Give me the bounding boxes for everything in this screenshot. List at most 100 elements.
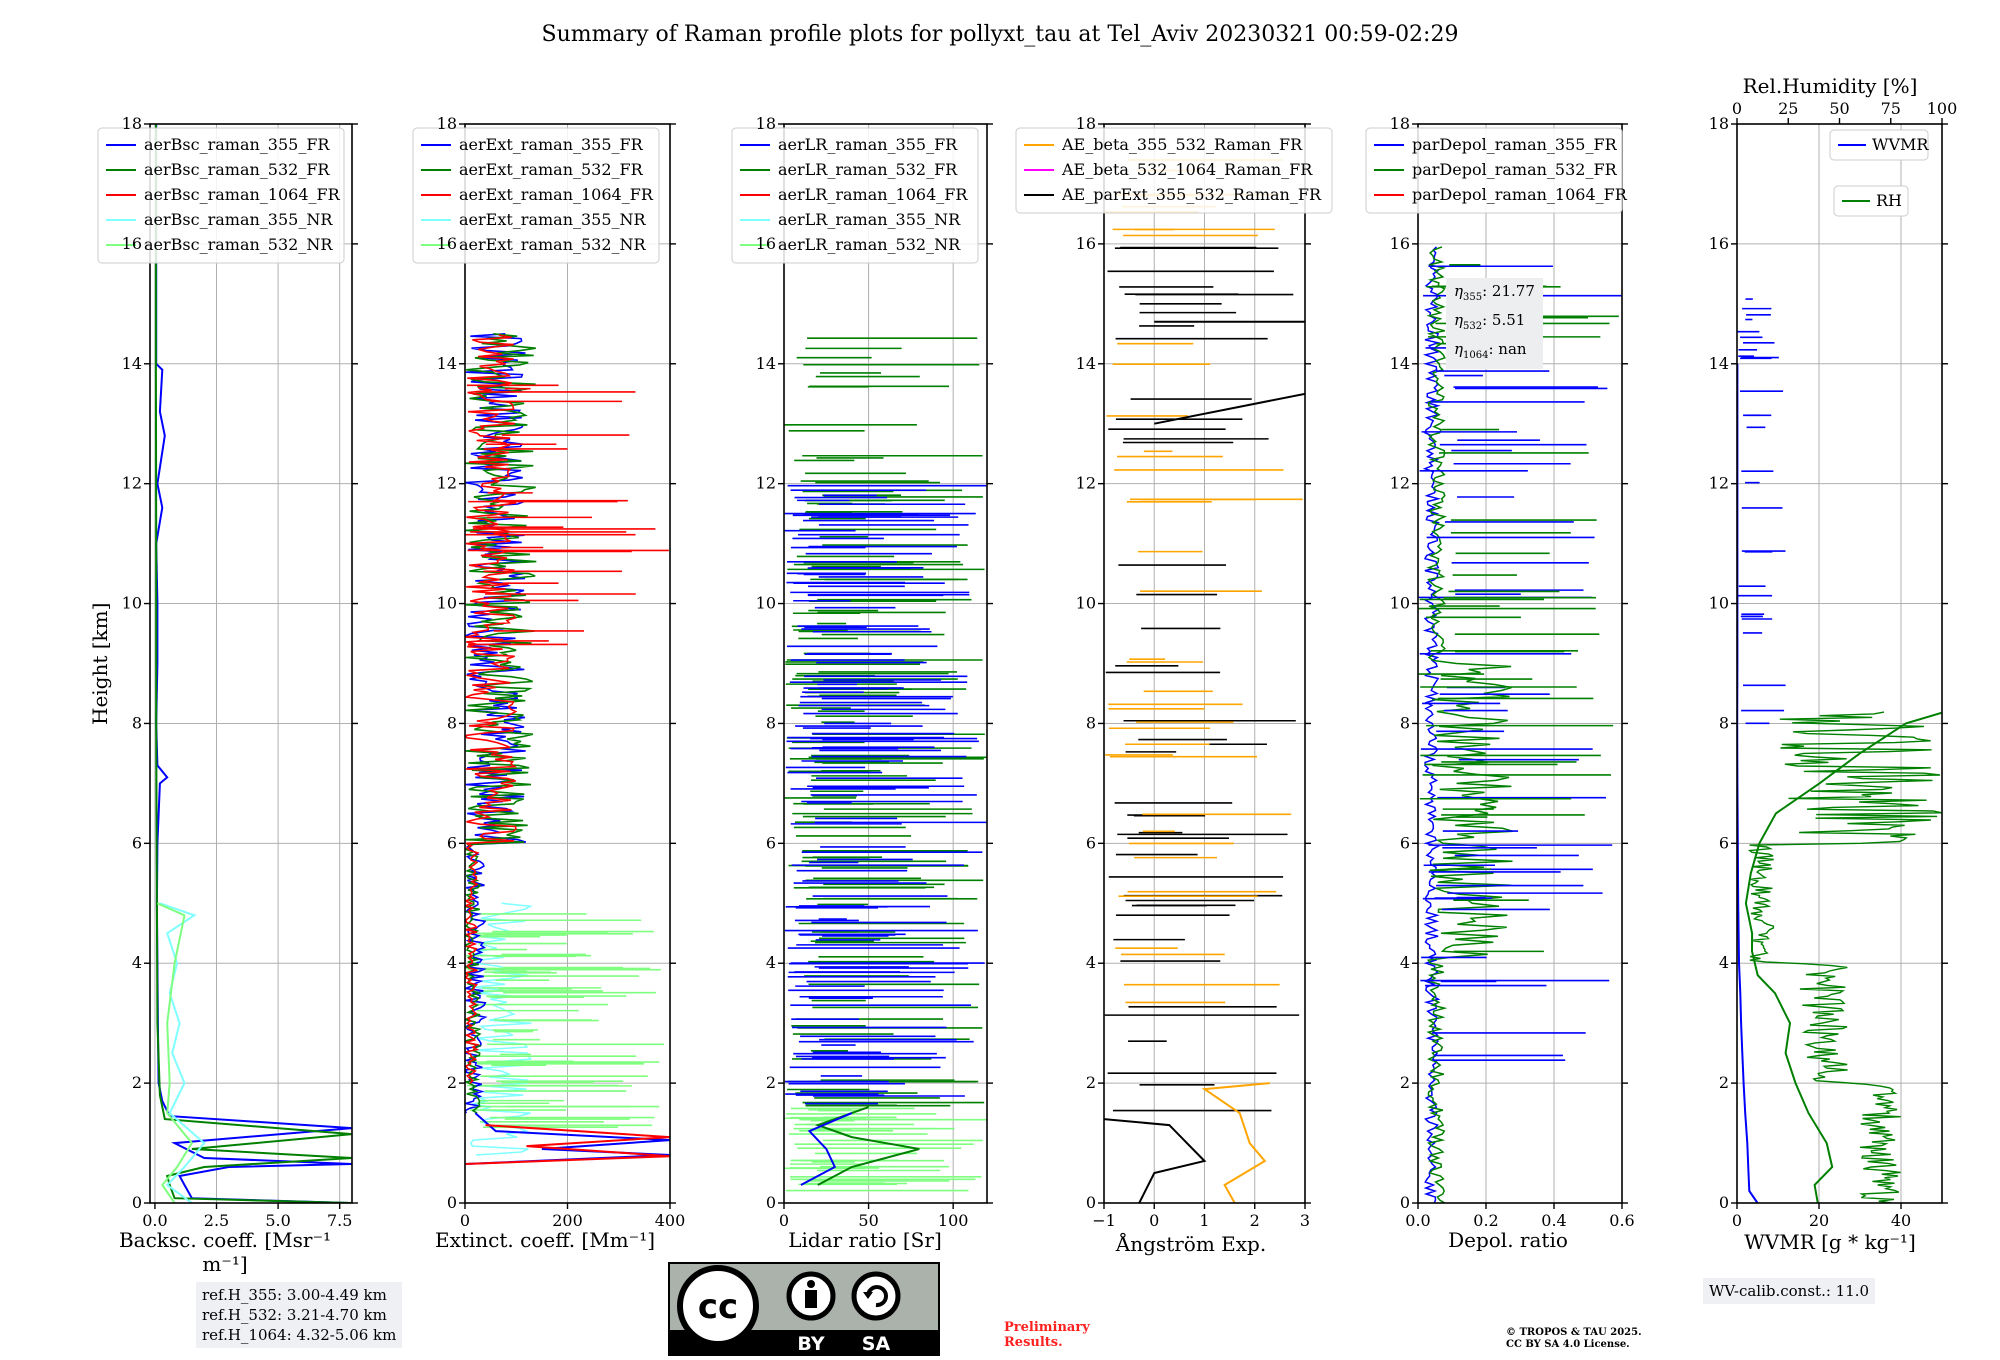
- y-tick-label: 14: [756, 354, 776, 373]
- legend-label: aerLR_raman_532_NR: [778, 235, 961, 254]
- ref-height-1064: ref.H_1064: 4.32-5.06 km: [202, 1326, 397, 1344]
- x-tick-label: 0: [779, 1211, 789, 1230]
- y-tick-label: 14: [1390, 354, 1410, 373]
- x-tick-label: 0.0: [142, 1211, 167, 1230]
- y-tick-label: 6: [766, 833, 776, 852]
- data-lines: [1737, 298, 1942, 1203]
- panel-5: [1365, 123, 1628, 1209]
- series-aerBsc_raman_532_FR: [154, 124, 352, 1203]
- legend-box: [1015, 127, 1333, 214]
- xlabel-extinction: Extinct. coeff. [Mm⁻¹]: [434, 1228, 656, 1252]
- panel-3: [731, 123, 993, 1209]
- x-tick-label: 0: [460, 1211, 470, 1230]
- y-tick-label: 10: [756, 594, 776, 613]
- y-tick-label: 8: [1719, 713, 1729, 732]
- xlabel-depol: Depol. ratio: [1448, 1228, 1568, 1252]
- y-tick-label: 0: [132, 1193, 142, 1212]
- y-tick-label: 6: [1086, 833, 1096, 852]
- svg-text:SA: SA: [862, 1333, 891, 1355]
- data-lines: [465, 333, 670, 1165]
- axes-frame: [149, 123, 353, 1204]
- cc-by-sa-badge: cc BY SA: [668, 1262, 940, 1356]
- y-tick-label: 2: [1400, 1073, 1410, 1092]
- series-aerBsc_raman_355_FR: [155, 124, 352, 1203]
- y-tick-label: 4: [447, 953, 457, 972]
- xlabel-angstrom: Ångström Exp.: [1115, 1232, 1267, 1256]
- ref-heights-box: ref.H_355: 3.00-4.49 km ref.H_532: 3.21-…: [196, 1282, 403, 1348]
- xlabel-lidar-ratio: Lidar ratio [Sr]: [788, 1228, 942, 1252]
- x-tick-label: 2.5: [204, 1211, 229, 1230]
- axes-frame: [783, 123, 988, 1204]
- top-x-tick-label: 25: [1778, 99, 1798, 118]
- y-tick-label: 0: [447, 1193, 457, 1212]
- legend-label: aerBsc_raman_1064_FR: [144, 185, 341, 204]
- legend-label: AE_parExt_355_532_Raman_FR: [1061, 185, 1322, 204]
- panel-4: [1015, 123, 1333, 1209]
- legend-label: AE_beta_532_1064_Raman_FR: [1061, 160, 1313, 179]
- y-tick-label: 12: [1709, 474, 1729, 493]
- y-tick-label: 12: [1390, 474, 1410, 493]
- y-tick-label: 16: [1709, 234, 1729, 253]
- legend-label: aerExt_raman_532_FR: [459, 160, 644, 179]
- legend-box-wvmr: [1829, 129, 1929, 161]
- legend-label: parDepol_raman_1064_FR: [1412, 185, 1628, 204]
- y-tick-label: 12: [437, 474, 457, 493]
- x-tick-label: 40: [1891, 1211, 1911, 1230]
- legend: [1015, 127, 1333, 214]
- y-tick-label: 10: [1709, 594, 1729, 613]
- axes-frame: [1736, 123, 1943, 1204]
- y-tick-label: 0: [1400, 1193, 1410, 1212]
- legend-label: aerBsc_raman_355_FR: [144, 135, 330, 154]
- x-tick-label: 0.2: [1473, 1211, 1498, 1230]
- x-tick-label: 100: [938, 1211, 969, 1230]
- y-tick-label: 14: [122, 354, 142, 373]
- x-tick-label: −1: [1092, 1211, 1116, 1230]
- legend-box: [412, 127, 660, 264]
- x-tick-label: 50: [858, 1211, 878, 1230]
- y-tick-label: 4: [766, 953, 776, 972]
- legend-box: [731, 127, 979, 264]
- y-tick-label: 14: [1709, 354, 1729, 373]
- y-tick-label: 8: [447, 713, 457, 732]
- eta-355: η355: 21.77: [1454, 282, 1535, 303]
- data-lines: [1104, 159, 1305, 1203]
- top-x-tick-label: 75: [1881, 99, 1901, 118]
- series-aerLR-low-355: [800, 1112, 853, 1186]
- x-tick-label: 20: [1809, 1211, 1829, 1230]
- legend-label: aerLR_raman_1064_FR: [778, 185, 968, 204]
- x-tick-label: 0: [1149, 1211, 1159, 1230]
- copyright-note: © TROPOS & TAU 2025. CC BY SA 4.0 Licens…: [1506, 1327, 1642, 1350]
- preliminary-results-note: Preliminary Results.: [1004, 1320, 1090, 1350]
- legend: [1365, 127, 1623, 214]
- y-tick-label: 16: [1076, 234, 1096, 253]
- y-tick-label: 10: [1390, 594, 1410, 613]
- y-tick-label: 12: [756, 474, 776, 493]
- y-tick-label: 4: [1086, 953, 1096, 972]
- depol-eta-box: η355: 21.77 η532: 5.51 η1064: nan: [1446, 278, 1543, 369]
- xlabel-wvmr: WVMR [g * kg⁻¹]: [1744, 1230, 1916, 1254]
- legend-label: parDepol_raman_355_FR: [1412, 135, 1618, 154]
- y-tick-label: 6: [132, 833, 142, 852]
- xlabel-rel-humidity: Rel.Humidity [%]: [1742, 74, 1918, 98]
- y-tick-label: 0: [1086, 1193, 1096, 1212]
- data-lines: [784, 337, 987, 1192]
- series-aerExt-low-1064: [465, 1124, 670, 1165]
- y-tick-label: 12: [1076, 474, 1096, 493]
- panel-6: [1731, 118, 1948, 1209]
- x-tick-label: 2: [1250, 1211, 1260, 1230]
- y-tick-label: 6: [447, 833, 457, 852]
- y-tick-label: 18: [1390, 114, 1410, 133]
- y-tick-label: 18: [122, 114, 142, 133]
- y-tick-label: 10: [122, 594, 142, 613]
- x-tick-label: 0: [1732, 1211, 1742, 1230]
- data-lines: [1418, 246, 1622, 1203]
- y-tick-label: 10: [437, 594, 457, 613]
- legend-label: aerBsc_raman_532_NR: [144, 235, 333, 254]
- axes-frame: [1417, 123, 1623, 1204]
- svg-text:cc: cc: [698, 1287, 738, 1327]
- legend: [97, 127, 345, 264]
- legend-label: aerLR_raman_355_FR: [778, 135, 958, 154]
- x-tick-label: 0.4: [1541, 1211, 1566, 1230]
- series-AE-beta-low: [1201, 1082, 1270, 1203]
- y-tick-label: 18: [1076, 114, 1096, 133]
